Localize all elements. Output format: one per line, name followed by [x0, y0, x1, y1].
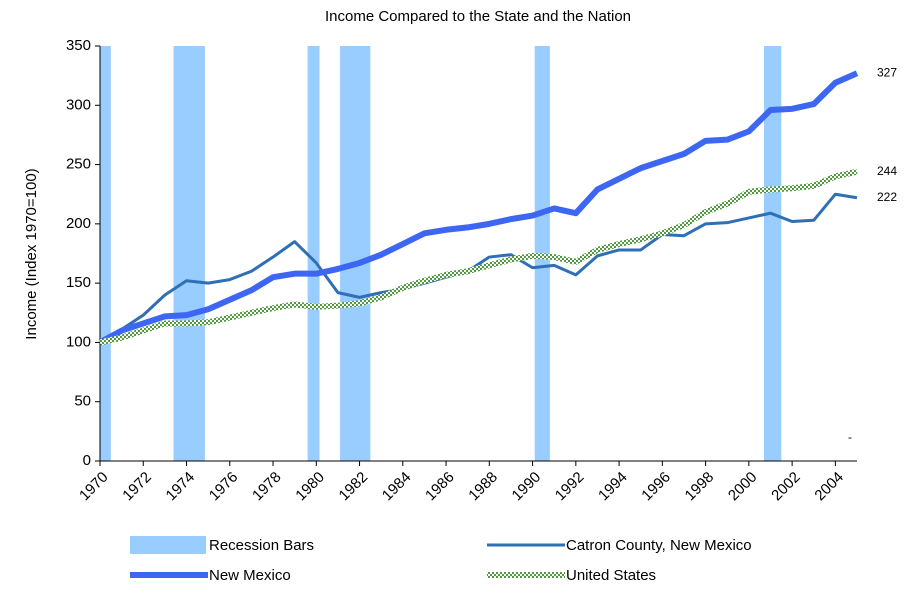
recession-bar: [340, 46, 371, 461]
recession-bar: [173, 46, 205, 461]
x-tick-label: 1972: [119, 469, 155, 505]
end-label: 327: [877, 65, 897, 79]
recession-bar: [100, 46, 111, 461]
annotation: -: [848, 430, 852, 444]
legend-label: Catron County, New Mexico: [566, 537, 752, 554]
y-tick-label: 250: [66, 156, 91, 173]
x-tick-label: 1984: [379, 469, 415, 505]
chart-title: Income Compared to the State and the Nat…: [325, 8, 631, 25]
x-tick-label: 1998: [682, 469, 718, 505]
x-tick-label: 1976: [206, 469, 242, 505]
recession-bar: [307, 46, 320, 461]
legend-label: Recession Bars: [209, 537, 314, 554]
y-tick-label: 150: [66, 274, 91, 291]
y-tick-label: 100: [66, 333, 91, 350]
y-tick-label: 350: [66, 37, 91, 54]
y-tick-label: 300: [66, 96, 91, 113]
x-tick-label: 1996: [638, 469, 674, 505]
x-tick-label: 2000: [725, 469, 761, 505]
series-line: [99, 192, 858, 344]
y-tick-label: 200: [66, 215, 91, 232]
x-tick-label: 1994: [595, 469, 631, 505]
legend-label: United States: [566, 567, 656, 584]
y-axis-label: Income (Index 1970=100): [23, 168, 40, 339]
x-tick-label: 1982: [336, 469, 372, 505]
x-tick-label: 1990: [509, 469, 545, 505]
x-tick-label: 1970: [76, 469, 112, 505]
x-tick-label: 2004: [811, 469, 847, 505]
end-label: 244: [877, 164, 897, 178]
x-tick-label: 1988: [465, 469, 501, 505]
legend-swatch: [130, 536, 206, 554]
x-tick-label: 1978: [249, 469, 285, 505]
x-tick-label: 1992: [552, 469, 588, 505]
x-tick-label: 1974: [163, 469, 199, 505]
x-tick-label: 1986: [422, 469, 458, 505]
series-line: [99, 168, 858, 346]
x-tick-label: 1980: [292, 469, 328, 505]
x-tick-label: 2002: [768, 469, 804, 505]
y-tick-label: 50: [74, 393, 91, 410]
y-tick-label: 0: [83, 452, 91, 469]
series-line: [98, 70, 859, 346]
recession-bar: [763, 46, 782, 461]
end-label: 222: [877, 190, 897, 204]
legend-label: New Mexico: [209, 567, 291, 584]
